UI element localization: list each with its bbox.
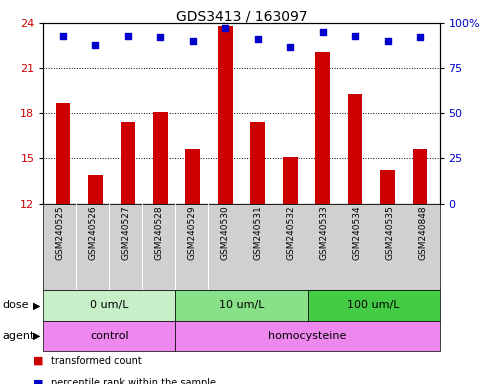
Text: GSM240534: GSM240534 bbox=[353, 205, 361, 260]
Text: GSM240532: GSM240532 bbox=[286, 205, 296, 260]
Bar bbox=[185, 149, 200, 204]
Text: control: control bbox=[90, 331, 129, 341]
Text: GSM240528: GSM240528 bbox=[155, 205, 163, 260]
Text: GSM240531: GSM240531 bbox=[254, 205, 262, 260]
Bar bbox=[218, 26, 233, 204]
Bar bbox=[380, 170, 395, 204]
Text: ■: ■ bbox=[33, 378, 44, 384]
Point bbox=[286, 43, 294, 50]
Text: GSM240533: GSM240533 bbox=[320, 205, 328, 260]
Text: ■: ■ bbox=[33, 356, 44, 366]
Text: 10 um/L: 10 um/L bbox=[219, 300, 264, 310]
Bar bbox=[250, 122, 265, 204]
Text: GDS3413 / 163097: GDS3413 / 163097 bbox=[176, 10, 307, 23]
Text: transformed count: transformed count bbox=[51, 356, 142, 366]
Bar bbox=[283, 157, 298, 204]
Point bbox=[254, 36, 262, 42]
Bar bbox=[315, 51, 330, 204]
Text: GSM240527: GSM240527 bbox=[122, 205, 130, 260]
Text: agent: agent bbox=[2, 331, 35, 341]
Bar bbox=[153, 112, 168, 204]
Point bbox=[59, 33, 67, 39]
Text: GSM240530: GSM240530 bbox=[221, 205, 229, 260]
Bar bbox=[56, 103, 70, 204]
Point bbox=[156, 35, 164, 41]
Text: GSM240526: GSM240526 bbox=[88, 205, 98, 260]
Text: 0 um/L: 0 um/L bbox=[90, 300, 129, 310]
Point bbox=[221, 25, 229, 31]
Text: percentile rank within the sample: percentile rank within the sample bbox=[51, 378, 216, 384]
Bar bbox=[88, 175, 103, 204]
Text: GSM240848: GSM240848 bbox=[419, 205, 427, 260]
Bar bbox=[348, 94, 362, 204]
Point bbox=[384, 38, 391, 44]
Text: ▶: ▶ bbox=[32, 331, 40, 341]
Point bbox=[92, 41, 99, 48]
Point bbox=[351, 33, 359, 39]
Text: GSM240529: GSM240529 bbox=[187, 205, 197, 260]
Bar bbox=[121, 122, 135, 204]
Point bbox=[189, 38, 197, 44]
Text: dose: dose bbox=[2, 300, 29, 310]
Bar bbox=[413, 149, 427, 204]
Text: 100 um/L: 100 um/L bbox=[347, 300, 400, 310]
Point bbox=[319, 29, 327, 35]
Text: GSM240525: GSM240525 bbox=[56, 205, 64, 260]
Text: homocysteine: homocysteine bbox=[269, 331, 347, 341]
Text: ▶: ▶ bbox=[32, 300, 40, 310]
Point bbox=[124, 33, 132, 39]
Text: GSM240535: GSM240535 bbox=[385, 205, 395, 260]
Point bbox=[416, 35, 424, 41]
